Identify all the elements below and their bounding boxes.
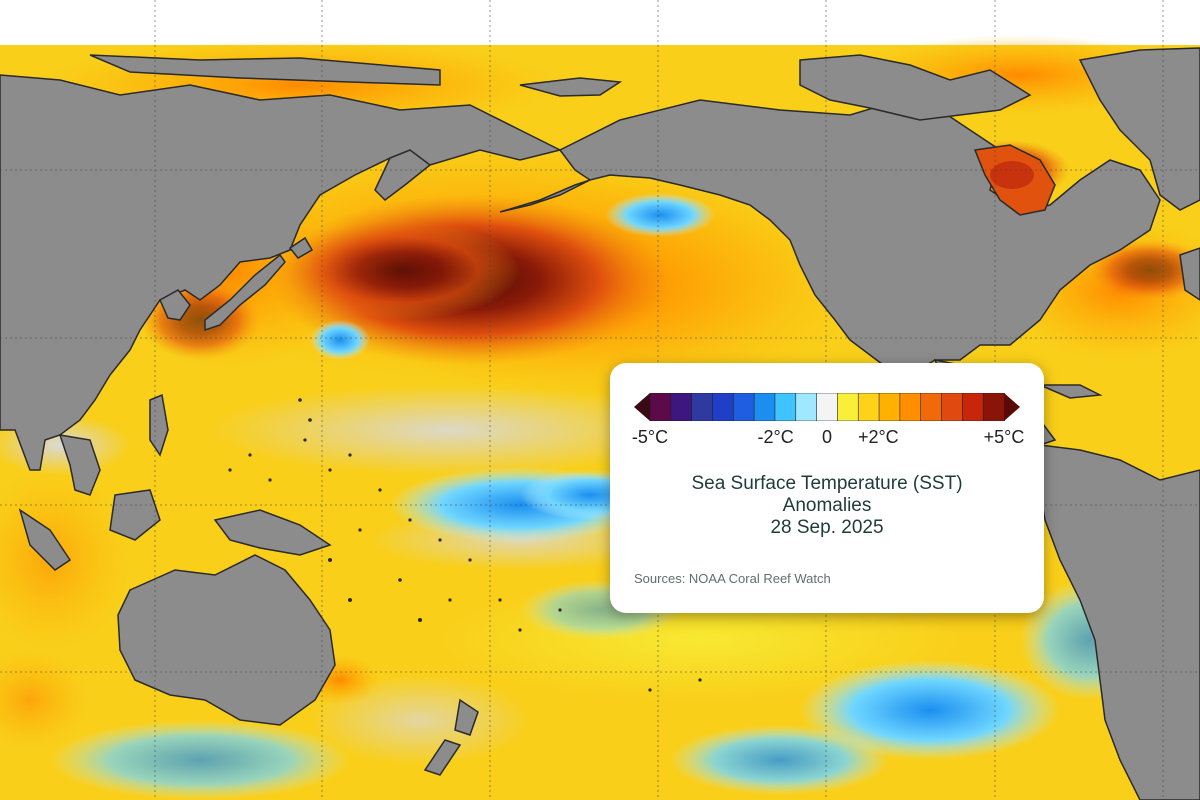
land-kamchatka [374,149,432,201]
scale-swatch [732,393,755,421]
land-north-america [558,99,1161,376]
scale-swatch [712,393,735,421]
land-korea [159,289,191,321]
legend-title-line-2: Anomalies [782,495,872,516]
land-indochina [58,434,101,496]
scale-tick-label: -2°C [757,427,794,447]
land-asia [0,74,563,471]
scale-swatch [962,393,984,421]
land-borneo [109,489,161,541]
scale-swatch [774,393,797,421]
scale-swatch [670,393,693,421]
land-svalbard [519,77,623,97]
legend-panel: -5°C -2°C 0 +2°C +5°C Sea Surface Temperatur… [610,363,1044,613]
scale-swatch [753,393,776,421]
scale-tick-label: +2°C [857,427,899,447]
land-new-zealand [454,698,479,736]
scale-swatch [920,393,943,421]
scale-swatch [691,393,714,421]
scale-tick-label: 0 [821,427,833,447]
land-siberia-north [89,54,441,86]
land-arctic-islands [799,54,1032,121]
scale-swatch [816,393,839,421]
land-hokkaido [288,236,314,259]
scale-tick-label: -5°C [631,427,669,447]
scale-swatch [837,393,860,421]
land-alaska-peninsula [499,179,591,213]
land-sumatra [18,508,72,571]
legend-title: Sea Surface Temperature (SST) Anomalies … [610,473,1044,539]
scale-swatch [941,393,964,421]
land-greenland [1078,47,1200,211]
pacific-islands [228,398,702,692]
scale-swatch [899,393,922,421]
scale-swatch [857,393,880,421]
legend-source: Sources: NOAA Coral Reef Watch [634,571,831,586]
land-masses [0,47,1200,800]
legend-title-line-3: 28 Sep. 2025 [770,517,884,538]
legend-title-line-1: Sea Surface Temperature (SST) [691,473,963,494]
land-australia [117,554,336,726]
scale-swatch [795,393,818,421]
land-new-guinea [213,509,332,556]
scale-swatch [878,393,901,421]
land-japan [204,253,286,332]
land-philippines [149,393,169,457]
scale-swatch [649,393,672,421]
scale-arrow-high [1004,393,1020,421]
scale-swatch [982,393,1005,421]
land-south-america [1039,444,1200,800]
color-scale-bar [634,393,1020,421]
land-cuba [1039,384,1103,399]
land-new-zealand-south [423,739,462,776]
land-europe-edge [1179,247,1200,301]
scale-tick-label: +5°C [983,427,1025,447]
scale-arrow-low [634,393,650,421]
